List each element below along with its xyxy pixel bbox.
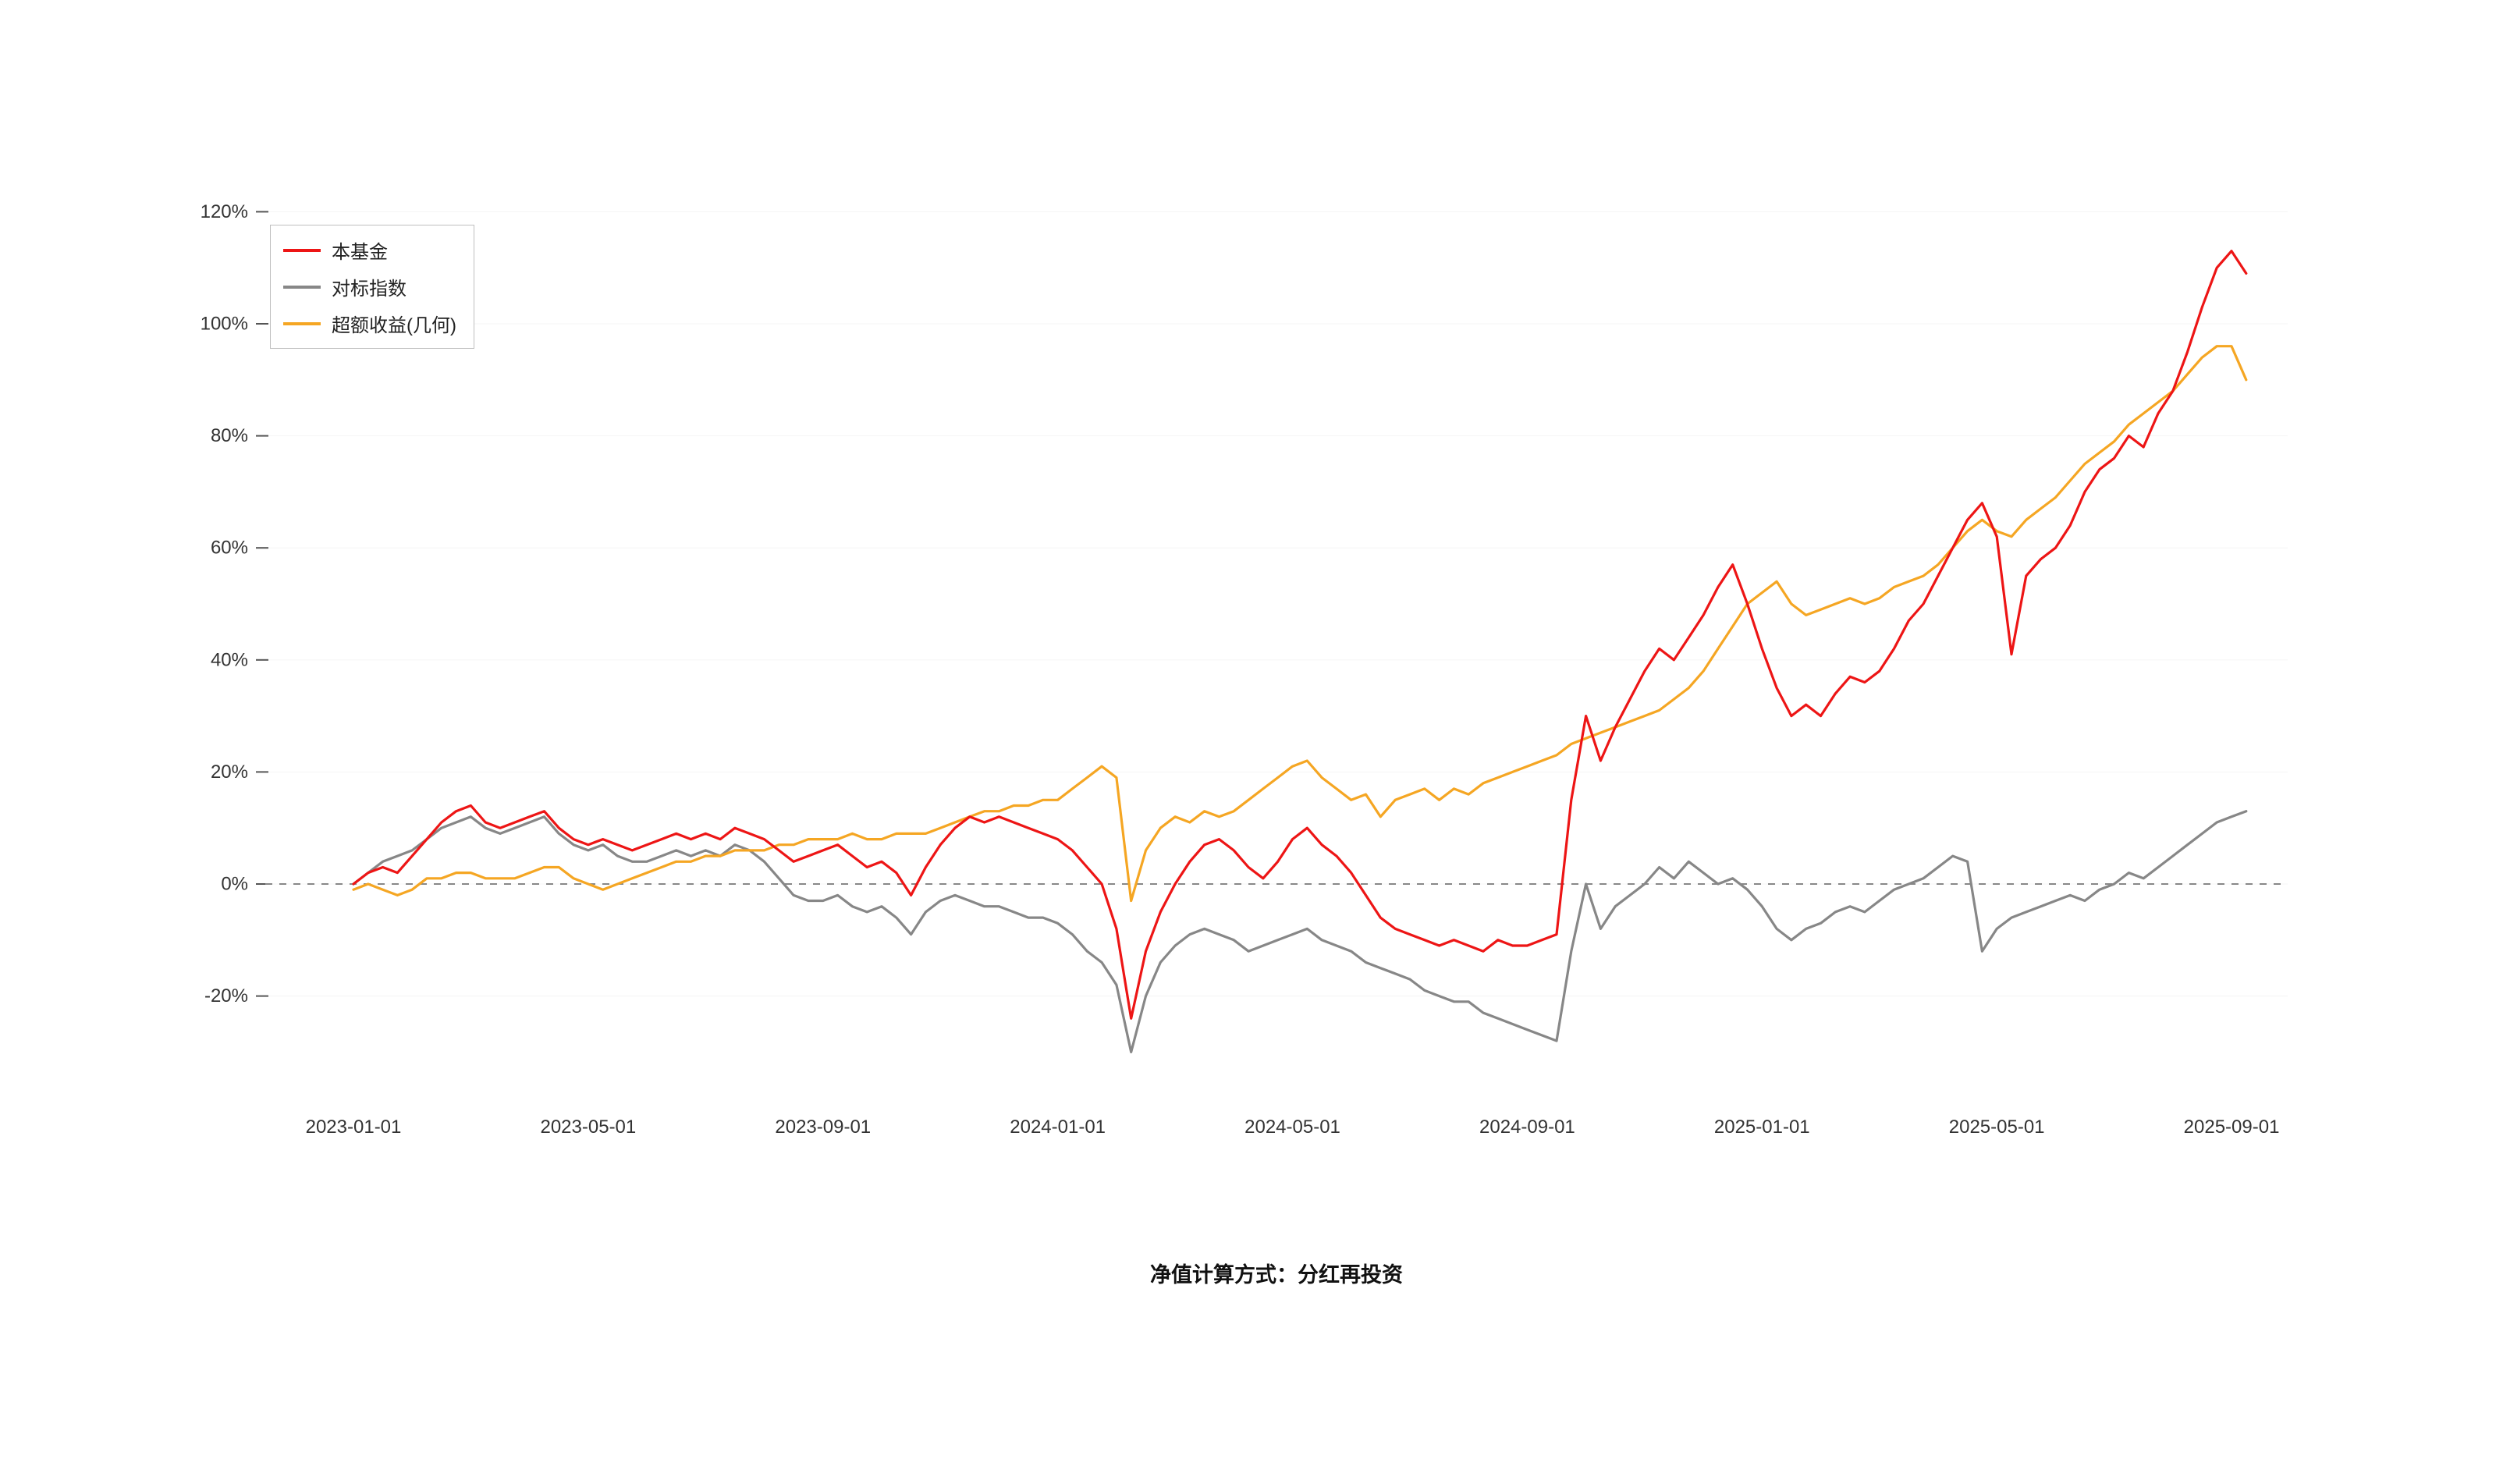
x-tick-label: 2023-05-01 xyxy=(540,1117,636,1138)
series-line-2 xyxy=(352,810,2248,1054)
series-line-1 xyxy=(352,250,2248,1020)
y-tick-label: 20% xyxy=(211,762,248,783)
chart-legend: 本基金对标指数超额收益(几何) xyxy=(270,225,474,349)
legend-label: 本基金 xyxy=(332,242,388,263)
legend-line-swatch xyxy=(283,248,321,252)
x-tick-label: 2023-09-01 xyxy=(775,1117,871,1138)
y-tick-label: 60% xyxy=(211,538,248,559)
legend-label: 对标指数 xyxy=(332,279,407,300)
legend-line-swatch xyxy=(283,285,321,289)
y-tick-label: 0% xyxy=(221,874,248,895)
legend-item-1: 本基金 xyxy=(283,236,456,264)
x-tick-label: 2024-05-01 xyxy=(1244,1117,1340,1138)
x-tick-label: 2025-09-01 xyxy=(2184,1117,2280,1138)
legend-label: 超额收益(几何) xyxy=(332,315,456,336)
x-tick-label: 2023-01-01 xyxy=(306,1117,402,1138)
y-tick-label: 100% xyxy=(201,314,248,335)
y-tick-label: -20% xyxy=(204,985,248,1006)
series-line-3 xyxy=(352,345,2248,903)
chart-caption: 净值计算方式：分红再投资 xyxy=(1150,1263,1403,1287)
x-tick-label: 2024-01-01 xyxy=(1010,1117,1106,1138)
y-tick-label: 40% xyxy=(211,649,248,670)
y-tick-label: 80% xyxy=(211,425,248,446)
legend-item-3: 超额收益(几何) xyxy=(283,310,456,337)
y-tick-label: 120% xyxy=(201,201,248,222)
x-tick-label: 2024-09-01 xyxy=(1479,1117,1575,1138)
x-tick-label: 2025-05-01 xyxy=(1949,1117,2045,1138)
legend-item-2: 对标指数 xyxy=(283,273,456,300)
x-tick-label: 2025-01-01 xyxy=(1714,1117,1810,1138)
legend-line-swatch xyxy=(283,321,321,325)
